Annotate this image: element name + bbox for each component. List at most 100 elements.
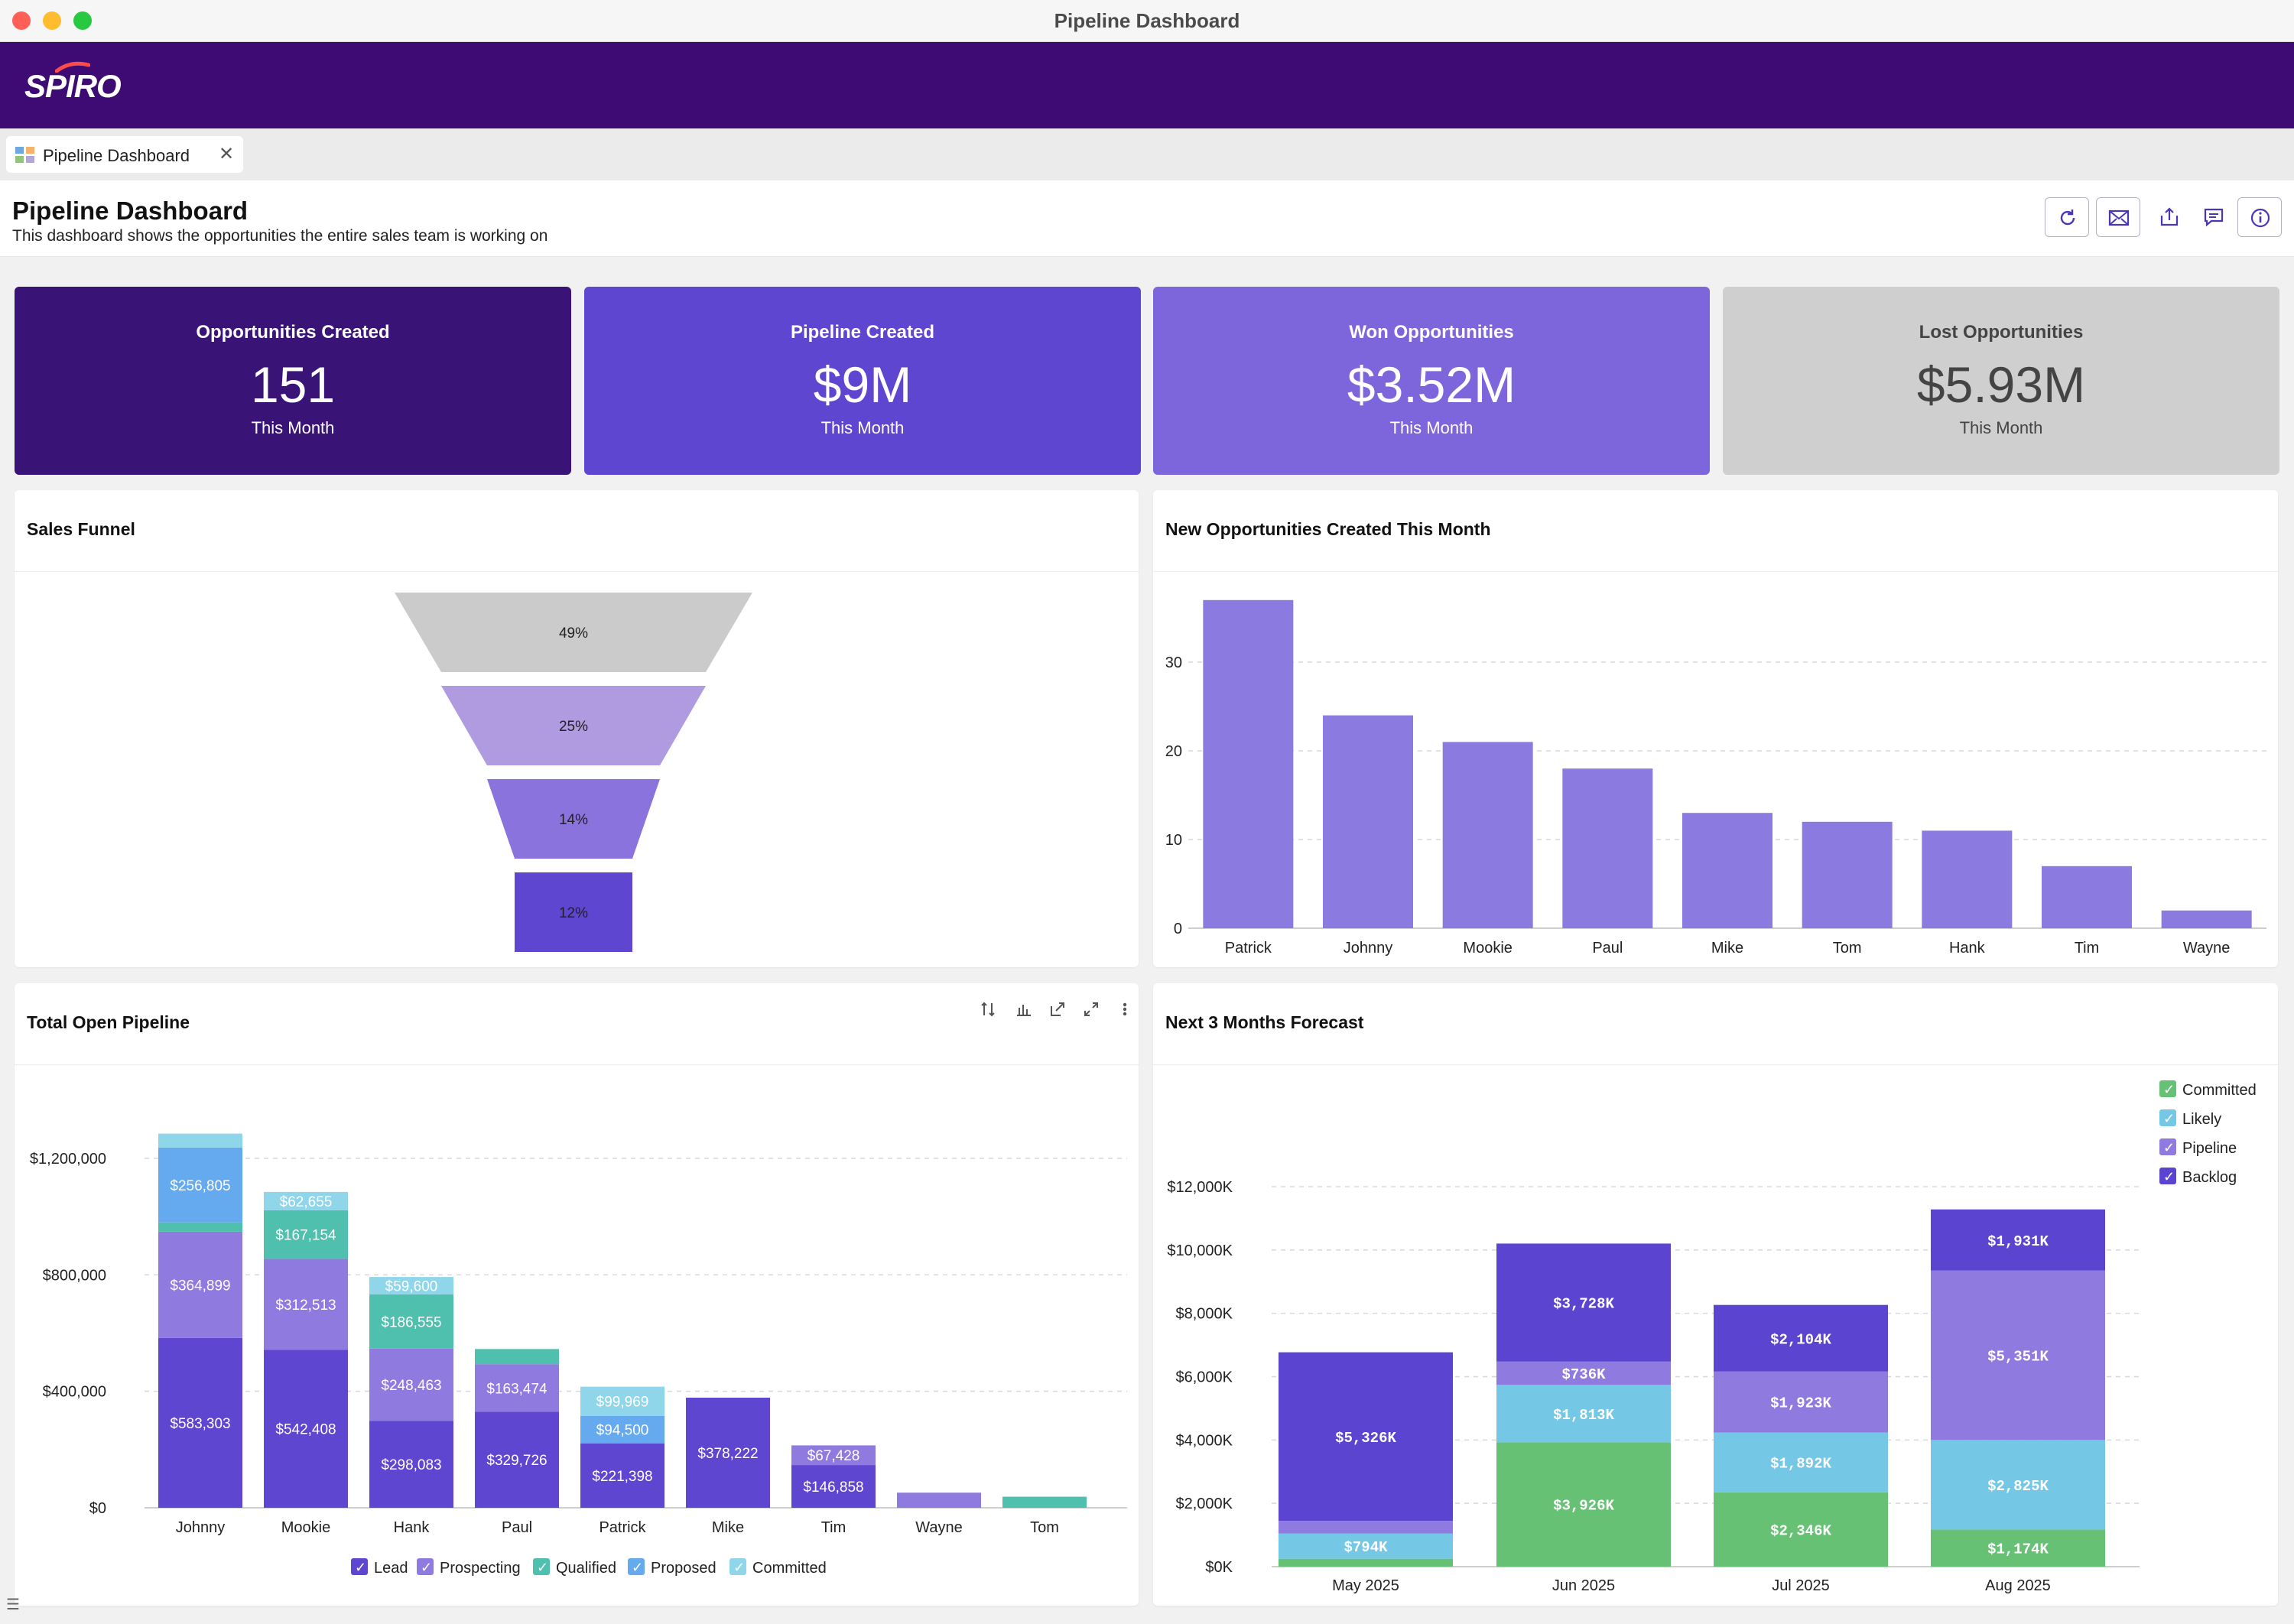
zoom-window-button[interactable]: [73, 11, 92, 30]
x-tick-label: Johnny: [1344, 940, 1393, 957]
legend-check: ✓: [537, 1560, 548, 1575]
refresh-icon: [2060, 209, 2075, 226]
data-label: $3,926K: [1553, 1498, 1614, 1515]
legend-swatch: [533, 1558, 550, 1575]
new-opportunities-panel: New Opportunities Created This Month 0 10…: [1153, 490, 2278, 967]
more-vertical-icon[interactable]: [1123, 1002, 1127, 1016]
chart-type-icon[interactable]: [1017, 1005, 1031, 1016]
brand-bar: SPIRO: [0, 42, 2294, 128]
stack-segment: [580, 1386, 664, 1416]
panel-title: Total Open Pipeline: [27, 1012, 190, 1032]
email-button[interactable]: [2096, 197, 2140, 237]
panel-title: Next 3 Months Forecast: [1165, 1012, 1364, 1032]
stack-segment: [897, 1492, 981, 1508]
stack-segment: [1496, 1243, 1671, 1362]
x-tick-label: May 2025: [1332, 1577, 1399, 1594]
kpi-label: Lost Opportunities: [1919, 322, 2084, 343]
data-label: $1,931K: [1987, 1233, 2049, 1250]
data-label: $329,726: [486, 1453, 547, 1469]
y-tick-label: 30: [1165, 654, 1182, 671]
logo-swoosh-icon: [55, 61, 90, 73]
legend-check: ✓: [733, 1560, 745, 1575]
stack-segment: [1714, 1371, 1888, 1433]
x-tick-label: Wayne: [2183, 940, 2231, 957]
x-tick-label: Johnny: [176, 1519, 226, 1536]
kpi-opportunities-created[interactable]: Opportunities Created 151 This Month: [15, 287, 571, 475]
kpi-lost-opportunities[interactable]: Lost Opportunities $5.93M This Month: [1723, 287, 2279, 475]
stack-segment: [1931, 1440, 2105, 1530]
y-tick-label: $0: [89, 1500, 106, 1517]
stack-segment: [158, 1147, 242, 1223]
bar: [1682, 813, 1772, 928]
data-label: $378,222: [697, 1446, 758, 1462]
panel-divider: [15, 1064, 1139, 1065]
stack-segment: [264, 1259, 348, 1350]
page-subtitle: This dashboard shows the opportunities t…: [12, 227, 548, 245]
funnel-stage: [395, 593, 752, 672]
x-tick-label: Tom: [1030, 1519, 1059, 1536]
data-label: $146,858: [803, 1479, 863, 1496]
stack-segment: [369, 1277, 453, 1294]
legend-check: ✓: [355, 1560, 366, 1575]
total-open-pipeline-panel: Total Open Pipeline $0 $400,000 $800,000 $1…: [15, 983, 1139, 1606]
expand-icon[interactable]: [1084, 1002, 1098, 1016]
tab-pipeline-dashboard[interactable]: Pipeline Dashboard ✕: [6, 136, 243, 173]
page-title: Pipeline Dashboard: [12, 197, 249, 225]
legend-swatch: [2159, 1080, 2176, 1097]
legend-label: Prospecting: [440, 1560, 521, 1577]
data-label: $583,303: [170, 1416, 230, 1432]
stack-segment: [1279, 1521, 1453, 1534]
legend-label: Lead: [374, 1560, 408, 1577]
bar: [1442, 742, 1533, 928]
x-tick-label: Mike: [1711, 940, 1743, 957]
sort-icon[interactable]: [981, 1002, 995, 1017]
sales-funnel-panel: Sales Funnel 49% 25% 14% 12%: [15, 490, 1139, 967]
data-label: $94,500: [596, 1423, 649, 1439]
comment-button[interactable]: [2192, 197, 2236, 237]
stack-segment: [686, 1397, 770, 1508]
tab-close-icon[interactable]: ✕: [219, 144, 235, 164]
x-tick-label: Tim: [821, 1519, 846, 1536]
stack-segment: [158, 1133, 242, 1148]
info-button[interactable]: [2237, 197, 2282, 237]
legend-label: Backlog: [2182, 1169, 2237, 1186]
export-button[interactable]: [2147, 197, 2192, 237]
funnel-stage-label: 49%: [559, 625, 588, 641]
funnel-stage: [515, 872, 632, 952]
stack-segment: [1496, 1442, 1671, 1567]
kpi-pipeline-created[interactable]: Pipeline Created $9M This Month: [584, 287, 1141, 475]
minimize-window-button[interactable]: [43, 11, 61, 30]
y-tick-label: $12,000K: [1167, 1179, 1233, 1196]
kpi-label: Opportunities Created: [196, 322, 390, 343]
panel-divider: [1153, 1064, 2278, 1065]
info-icon: [2250, 208, 2270, 228]
close-window-button[interactable]: [12, 11, 31, 30]
x-tick-label: Aug 2025: [1985, 1577, 2051, 1594]
stack-segment: [475, 1349, 559, 1365]
menu-lines-icon[interactable]: ☰: [6, 1596, 20, 1613]
legend-check: ✓: [632, 1560, 643, 1575]
stack-segment: [580, 1443, 664, 1508]
total-open-pipeline-chart: $0 $400,000 $800,000 $1,200,000 $583,303 $364…: [30, 1002, 1127, 1577]
refresh-button[interactable]: [2045, 197, 2089, 237]
data-label: $1,892K: [1770, 1456, 1831, 1473]
x-tick-label: Mike: [712, 1519, 744, 1536]
page-header: Pipeline Dashboard This dashboard shows …: [0, 180, 2294, 257]
window-title: Pipeline Dashboard: [1054, 9, 1240, 32]
x-tick-label: Hank: [394, 1519, 431, 1536]
spiro-logo[interactable]: SPIRO: [24, 68, 122, 104]
kpi-won-opportunities[interactable]: Won Opportunities $3.52M This Month: [1153, 287, 1710, 475]
legend-swatch: [351, 1558, 368, 1575]
stack-segment: [1931, 1529, 2105, 1567]
open-external-icon[interactable]: [1051, 1002, 1064, 1016]
data-label: $163,474: [486, 1381, 548, 1397]
data-label: $312,513: [275, 1298, 336, 1314]
data-label: $1,923K: [1770, 1395, 1831, 1412]
data-label: $256,805: [170, 1178, 230, 1194]
data-label: $62,655: [280, 1194, 333, 1210]
funnel-stage-label: 12%: [559, 905, 588, 921]
data-label: $67,428: [807, 1448, 860, 1464]
bar: [1922, 830, 2013, 928]
stack-segment: [1002, 1496, 1087, 1508]
x-tick-label: Tim: [2075, 940, 2100, 957]
